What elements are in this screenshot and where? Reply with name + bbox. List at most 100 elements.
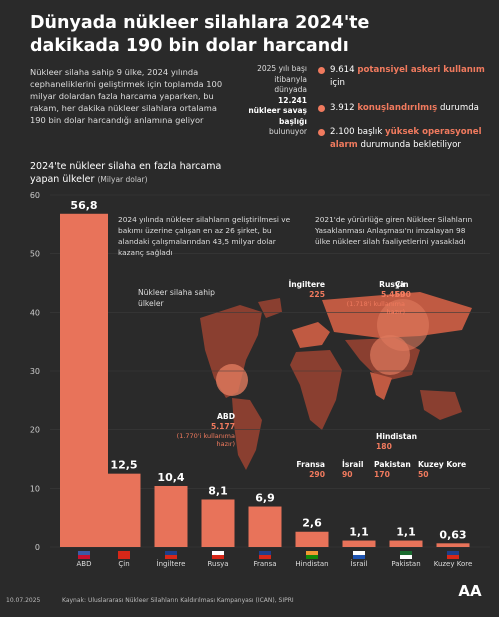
flag bbox=[212, 555, 224, 559]
flag bbox=[353, 551, 365, 555]
country-name: Rusya bbox=[379, 280, 405, 289]
flag bbox=[78, 555, 90, 559]
x-tick-label: Fransa bbox=[253, 560, 276, 568]
country-name: Çin bbox=[395, 280, 409, 289]
country-note: (1.718'i kullanıma hazır) bbox=[346, 300, 405, 316]
stat: 9.614 potansiyel askeri kullanım için bbox=[330, 64, 488, 89]
flag bbox=[447, 551, 459, 555]
value-label: 12,5 bbox=[110, 459, 137, 472]
flag bbox=[353, 555, 365, 559]
x-tick-label: İngiltere bbox=[157, 559, 186, 568]
highlight: konuşlandırılmış bbox=[357, 103, 438, 113]
bar bbox=[60, 213, 108, 548]
bar bbox=[201, 499, 235, 547]
country-name: ABD bbox=[217, 412, 235, 421]
value-label: 6,9 bbox=[255, 492, 275, 505]
country-name: Hindistan bbox=[376, 432, 418, 441]
flag bbox=[400, 555, 412, 559]
warhead-count: 50 bbox=[418, 470, 429, 479]
country-label: Pakistan 170 bbox=[374, 460, 424, 480]
number: 3.912 bbox=[330, 103, 355, 113]
flag bbox=[306, 555, 318, 559]
flag bbox=[78, 551, 90, 555]
x-tick-label: Pakistan bbox=[391, 560, 420, 568]
value-label: 1,1 bbox=[349, 526, 369, 539]
y-tick-label: 40 bbox=[30, 308, 40, 317]
number: 9.614 bbox=[330, 65, 355, 75]
country-label: İsrail 90 bbox=[342, 460, 392, 480]
flag bbox=[165, 551, 177, 555]
warhead-count: 290 bbox=[309, 470, 325, 479]
y-tick-label: 60 bbox=[30, 191, 40, 200]
bar bbox=[342, 540, 376, 547]
value-label: 56,8 bbox=[70, 199, 97, 212]
country-note: (1.770'i kullanıma hazır) bbox=[176, 432, 235, 448]
number: 2.100 bbox=[330, 127, 355, 137]
warhead-count: 225 bbox=[309, 290, 325, 299]
value-label: 2,6 bbox=[302, 517, 322, 530]
flag bbox=[447, 555, 459, 559]
country-label: Çin 600 bbox=[395, 280, 445, 300]
text: durumda bbox=[439, 103, 479, 113]
y-tick-label: 0 bbox=[35, 543, 40, 552]
map-label: Nükleer silaha sahip ülkeler bbox=[138, 288, 215, 308]
x-tick-label: İsrail bbox=[351, 559, 368, 568]
chart-title: 2024'te nükleer silaha en fazla harcama … bbox=[30, 160, 250, 186]
flag bbox=[165, 555, 177, 559]
value-label: 10,4 bbox=[157, 471, 184, 484]
warhead-count: 5.177 bbox=[210, 422, 235, 431]
world-map bbox=[200, 292, 472, 470]
title: 2024'te nükleer silaha en fazla harcama … bbox=[30, 161, 222, 185]
intro: Nükleer silaha sahip 9 ülke, 2024 yılınd… bbox=[30, 67, 223, 125]
bar bbox=[295, 531, 329, 547]
bar bbox=[436, 543, 470, 547]
x-tick-label: ABD bbox=[77, 560, 92, 568]
flag bbox=[306, 551, 318, 555]
source: Kaynak: Uluslararası Nükleer Silahların … bbox=[62, 597, 294, 604]
y-tick-label: 10 bbox=[30, 484, 40, 493]
x-tick-label: Kuzey Kore bbox=[434, 560, 473, 568]
value-label: 1,1 bbox=[396, 526, 416, 539]
country-name: Pakistan bbox=[374, 460, 411, 469]
bar bbox=[389, 540, 423, 547]
text: durumunda bekletiliyor bbox=[360, 139, 461, 150]
title: Dünyada nükleer silahlara 2024'te dakika… bbox=[30, 13, 370, 56]
text: bulunuyor bbox=[269, 127, 307, 136]
text: başlık bbox=[357, 127, 383, 137]
annotation: 2021'de yürürlüğe giren Nükleer Silahlar… bbox=[315, 215, 473, 246]
stat: 3.912 konuşlandırılmış durumda bbox=[330, 102, 488, 115]
warhead-total: 2025 yılı başı itibarıyla dünyada 12.241… bbox=[245, 64, 307, 138]
total: 12.241 nükleer savaş başlığı bbox=[248, 95, 307, 126]
country-name: Fransa bbox=[296, 460, 325, 469]
y-tick-label: 30 bbox=[30, 367, 40, 376]
flag bbox=[259, 551, 271, 555]
flag bbox=[118, 551, 130, 555]
country-label: ABD 5.177 bbox=[190, 412, 235, 432]
country-name: Kuzey Kore bbox=[418, 460, 467, 469]
country-label: Hindistan 180 bbox=[376, 432, 426, 452]
value-label: 8,1 bbox=[208, 484, 228, 497]
bullet bbox=[318, 105, 325, 112]
country-name: İngiltere bbox=[288, 280, 325, 289]
stat: 2.100 başlık yüksek operasyonel alarm du… bbox=[330, 126, 488, 151]
highlight: yüksek operasyonel alarm bbox=[330, 127, 482, 150]
x-tick-label: Çin bbox=[118, 560, 129, 568]
flag bbox=[212, 551, 224, 555]
flag bbox=[400, 551, 412, 555]
warhead-count: 180 bbox=[376, 442, 392, 451]
bullet bbox=[318, 67, 325, 74]
unit: (Milyar dolar) bbox=[97, 175, 148, 184]
warhead-count: 170 bbox=[374, 470, 390, 479]
bar bbox=[248, 506, 282, 547]
text: 2025 yılı başı itibarıyla dünyada bbox=[257, 64, 307, 94]
value-label: 0,63 bbox=[439, 528, 466, 541]
bullet bbox=[318, 129, 325, 136]
warhead-count: 5.459 bbox=[380, 290, 405, 299]
flag bbox=[118, 555, 130, 559]
x-tick-label: Rusya bbox=[207, 560, 228, 568]
country-label: İngiltere 225 bbox=[280, 280, 325, 300]
bar bbox=[154, 485, 188, 547]
axis: 0 10 20 30 40 50 60 56,8 ABD 12,5 Çin 10,4 İngiltere… bbox=[30, 191, 490, 568]
